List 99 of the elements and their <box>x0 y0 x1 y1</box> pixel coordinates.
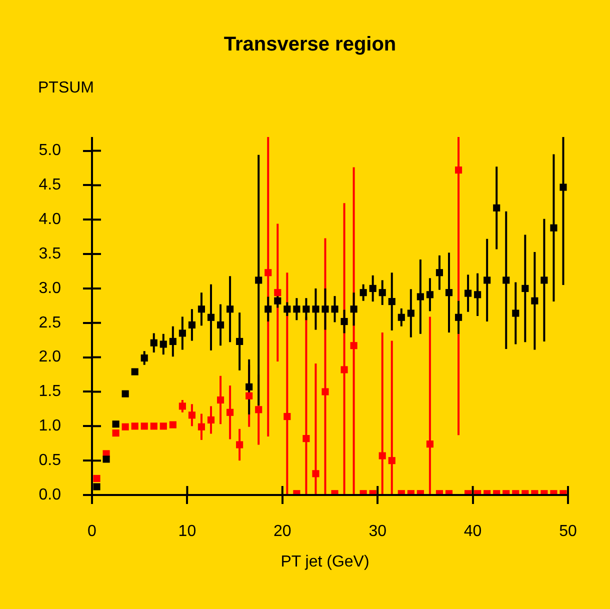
point <box>264 269 272 276</box>
point <box>531 297 538 304</box>
point <box>160 422 167 430</box>
point <box>426 440 434 448</box>
point <box>178 402 186 410</box>
y-tick-label: 1.5 <box>38 383 62 400</box>
point <box>560 184 567 191</box>
point <box>312 470 320 478</box>
point <box>436 269 444 276</box>
point <box>178 330 186 337</box>
y-tick-label: 3.0 <box>38 280 62 297</box>
y-tick-label: 2.0 <box>38 348 62 366</box>
point <box>484 276 491 284</box>
point <box>445 289 453 296</box>
y-tick-label: 0.5 <box>38 452 62 469</box>
point <box>236 441 244 448</box>
point <box>522 284 529 292</box>
point <box>302 306 310 313</box>
point <box>340 366 348 374</box>
chart-title: Transverse region <box>224 34 396 56</box>
x-tick-label: 50 <box>559 523 577 540</box>
point <box>350 342 358 350</box>
y-tick-label: 1.0 <box>38 418 62 435</box>
point <box>388 298 396 306</box>
point <box>102 456 110 463</box>
point <box>169 421 176 428</box>
point <box>198 306 206 313</box>
y-tick-label: 4.0 <box>38 211 62 228</box>
point <box>398 314 405 321</box>
point <box>207 416 215 424</box>
point <box>274 297 282 304</box>
point <box>512 310 520 317</box>
y-tick-label: 3.5 <box>38 245 62 262</box>
point <box>502 276 510 284</box>
point <box>112 420 120 428</box>
x-tick-label: 30 <box>368 523 387 540</box>
point <box>93 483 100 490</box>
point <box>140 354 148 362</box>
x-tick-label: 10 <box>178 523 196 540</box>
point <box>255 276 262 284</box>
point <box>322 306 329 313</box>
point <box>216 396 224 404</box>
point <box>331 306 338 313</box>
point <box>226 408 234 416</box>
point <box>369 284 376 292</box>
point <box>454 314 462 321</box>
point <box>255 406 262 414</box>
point <box>169 338 176 346</box>
point <box>550 224 558 232</box>
point <box>150 422 158 430</box>
point <box>350 306 358 313</box>
point <box>198 423 206 430</box>
point <box>284 306 291 313</box>
point <box>236 338 244 346</box>
point <box>131 422 138 430</box>
point <box>284 412 291 420</box>
point <box>93 474 100 482</box>
point <box>216 321 224 328</box>
point <box>274 289 282 296</box>
point <box>293 306 300 313</box>
point <box>246 392 253 400</box>
point <box>150 339 158 346</box>
y-axis-title: PTSUM <box>38 79 94 96</box>
point <box>312 306 320 313</box>
point <box>140 422 148 430</box>
x-tick-label: 40 <box>464 523 482 540</box>
point <box>122 390 129 398</box>
point <box>493 204 500 212</box>
x-tick-label: 20 <box>274 523 292 540</box>
x-axis-title: PT jet (GeV) <box>280 553 370 570</box>
y-tick-label: 5.0 <box>38 142 62 160</box>
point <box>378 289 386 296</box>
point <box>407 310 414 317</box>
point <box>464 290 472 297</box>
point <box>322 388 329 396</box>
point <box>264 306 272 313</box>
point <box>474 291 482 298</box>
point <box>540 276 548 284</box>
y-tick-label: 0.0 <box>38 486 62 504</box>
point <box>246 383 253 390</box>
y-tick-label: 2.5 <box>38 314 62 332</box>
point <box>188 321 196 328</box>
point <box>160 340 167 348</box>
point <box>416 293 424 300</box>
point <box>302 435 310 442</box>
point <box>454 166 462 174</box>
point <box>388 457 396 464</box>
point <box>340 318 348 326</box>
point <box>226 306 234 313</box>
point <box>122 423 129 430</box>
x-tick-label: 0 <box>88 523 97 540</box>
point <box>426 291 434 298</box>
point <box>360 289 367 296</box>
point <box>112 430 120 437</box>
y-tick-label: 4.5 <box>38 176 62 194</box>
point <box>378 452 386 460</box>
point <box>131 368 138 376</box>
point <box>188 412 196 419</box>
point <box>207 314 215 321</box>
